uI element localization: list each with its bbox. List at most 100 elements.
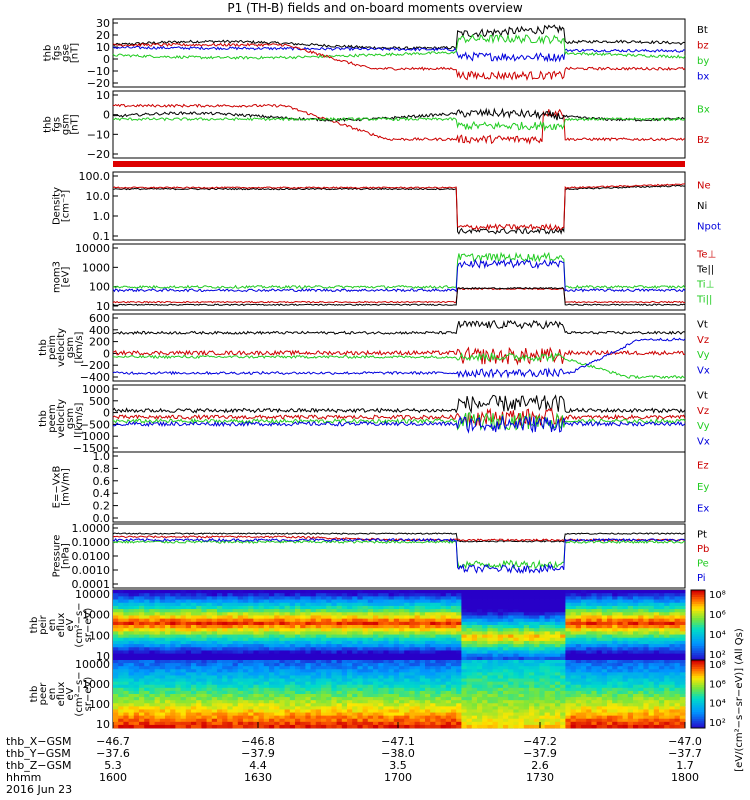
ytick-label: 100 bbox=[89, 629, 110, 642]
ylabel-line: peem bbox=[47, 404, 58, 432]
ytick-label: 0.4 bbox=[93, 487, 111, 500]
legend-entry: Ez bbox=[697, 461, 709, 472]
colorbar-label: 10² bbox=[709, 718, 726, 729]
panel-frame-efield bbox=[112, 451, 686, 523]
trace-bz bbox=[112, 42, 686, 81]
ytick-label: 1000 bbox=[82, 261, 110, 274]
ylabel-line: Density bbox=[52, 187, 63, 225]
time-row-label: thb_Y−GSM bbox=[6, 747, 71, 760]
ylabel-line: gsm bbox=[65, 408, 76, 429]
trace-pt bbox=[112, 532, 686, 543]
trace-bt bbox=[112, 24, 686, 51]
trace-peim-vz bbox=[112, 346, 686, 366]
ylabel-line: thb bbox=[29, 686, 40, 703]
ytick-label: 10 bbox=[96, 650, 110, 663]
trace-te-perp bbox=[112, 287, 686, 304]
ytick-label: 0 bbox=[103, 109, 110, 122]
panel-frame-density bbox=[112, 171, 686, 241]
time-axis-value: 1700 bbox=[384, 771, 412, 784]
panel-frame-fgs-gsm bbox=[112, 90, 686, 159]
legend-entry: Vt bbox=[697, 320, 708, 331]
trace-peim-vy bbox=[112, 352, 686, 380]
time-axis-value: −38.0 bbox=[381, 747, 415, 760]
legend-entry: Vt bbox=[697, 391, 708, 402]
ylabel-line: sr−eV) bbox=[83, 677, 94, 712]
trace-bx bbox=[112, 45, 686, 63]
time-axis-value: −37.9 bbox=[523, 747, 557, 760]
ylabel-line: eflux bbox=[56, 613, 67, 638]
ylabel-line: [km/s] bbox=[74, 402, 85, 434]
trace-peim-vt bbox=[112, 319, 686, 335]
panel-frame-fgs-gse bbox=[112, 18, 686, 88]
ytick-label: 100 bbox=[89, 281, 110, 294]
trace-peim-vx bbox=[112, 337, 686, 379]
time-axis-value: 1800 bbox=[671, 771, 699, 784]
legend-entry: Vy bbox=[697, 421, 710, 432]
ytick-label: 600 bbox=[89, 312, 110, 325]
ylabel-line: eflux bbox=[56, 682, 67, 707]
panel-frame-peem-velocity bbox=[112, 384, 686, 453]
ytick-label: 0 bbox=[103, 407, 110, 420]
time-axis-value: 1630 bbox=[244, 771, 272, 784]
ytick-label: 10 bbox=[96, 718, 110, 731]
legend-entry: Vx bbox=[697, 365, 710, 376]
peir-heatmap bbox=[113, 590, 686, 661]
trace-ti-par bbox=[112, 258, 686, 293]
legend-entry: by bbox=[697, 56, 709, 67]
time-axis-value: 1600 bbox=[99, 771, 127, 784]
ytick-label: 0.0001 bbox=[72, 578, 111, 591]
legend-entry: Te|| bbox=[696, 265, 714, 276]
ylabel-line: [nT] bbox=[70, 114, 81, 134]
legend-entry: Ex bbox=[697, 503, 709, 514]
ylabel-line: gsm bbox=[61, 114, 72, 135]
ytick-label: −1000 bbox=[73, 430, 110, 443]
ytick-label: 20 bbox=[96, 29, 110, 42]
ylabel-line: thb bbox=[29, 617, 40, 634]
ylabel-line: fgs bbox=[52, 117, 63, 132]
ylabel-line: [cm⁻³] bbox=[61, 190, 72, 222]
ylabel-line: thb bbox=[38, 410, 49, 427]
ylabel-line: sr−eV) bbox=[83, 608, 94, 643]
ytick-label: 10000 bbox=[75, 588, 110, 601]
legend-entry: Ti|| bbox=[696, 295, 712, 306]
legend-entry: Pb bbox=[697, 544, 709, 555]
trace-gsm-bx bbox=[112, 116, 686, 132]
ytick-label: 1000 bbox=[82, 383, 110, 396]
legend-entry: Pe bbox=[697, 558, 709, 569]
colorbar-label: 10⁸ bbox=[709, 590, 726, 601]
ytick-label: 0.0 bbox=[93, 512, 111, 525]
legend-entry: Ne bbox=[697, 180, 711, 191]
ytick-label: 0.1000 bbox=[72, 536, 111, 549]
ytick-label: −500 bbox=[80, 418, 110, 431]
trace-peem-vz bbox=[112, 407, 686, 427]
ytick-label: −20 bbox=[87, 77, 110, 90]
ylabel-line: [eV] bbox=[61, 267, 72, 288]
legend-entry: bz bbox=[697, 40, 709, 51]
panel-frame-peim-velocity bbox=[112, 313, 686, 382]
ytick-label: −10 bbox=[87, 128, 110, 141]
ylabel-line: gse bbox=[61, 44, 72, 62]
ylabel-line: peim bbox=[47, 335, 58, 360]
legend-entry: Pt bbox=[697, 529, 707, 540]
trace-pi bbox=[112, 537, 686, 575]
legend-entry: Vz bbox=[697, 406, 709, 417]
legend-entry: bx bbox=[697, 71, 709, 82]
time-axis-value: −47.0 bbox=[668, 735, 702, 748]
ytick-label: 10 bbox=[96, 89, 110, 102]
time-axis-value: 3.5 bbox=[389, 759, 407, 772]
colorbar-2 bbox=[690, 659, 706, 729]
ytick-label: 10 bbox=[96, 300, 110, 313]
ytick-label: −20 bbox=[87, 148, 110, 161]
ytick-label: 0.6 bbox=[93, 475, 111, 488]
trace-ni bbox=[112, 184, 685, 235]
ylabel-line: Pressure bbox=[52, 535, 63, 578]
ytick-label: 100.0 bbox=[79, 170, 111, 183]
trace-te-par bbox=[112, 286, 686, 307]
ytick-label: 0 bbox=[103, 53, 110, 66]
ylabel-line: [nPa] bbox=[61, 543, 72, 569]
trace-peem-vy bbox=[112, 412, 686, 431]
figure-title: P1 (TH-B) fields and on-board moments ov… bbox=[227, 1, 523, 15]
ytick-label: 0.1 bbox=[93, 230, 111, 243]
time-axis-value: 5.3 bbox=[104, 759, 122, 772]
ylabel-line: gsm bbox=[65, 337, 76, 358]
